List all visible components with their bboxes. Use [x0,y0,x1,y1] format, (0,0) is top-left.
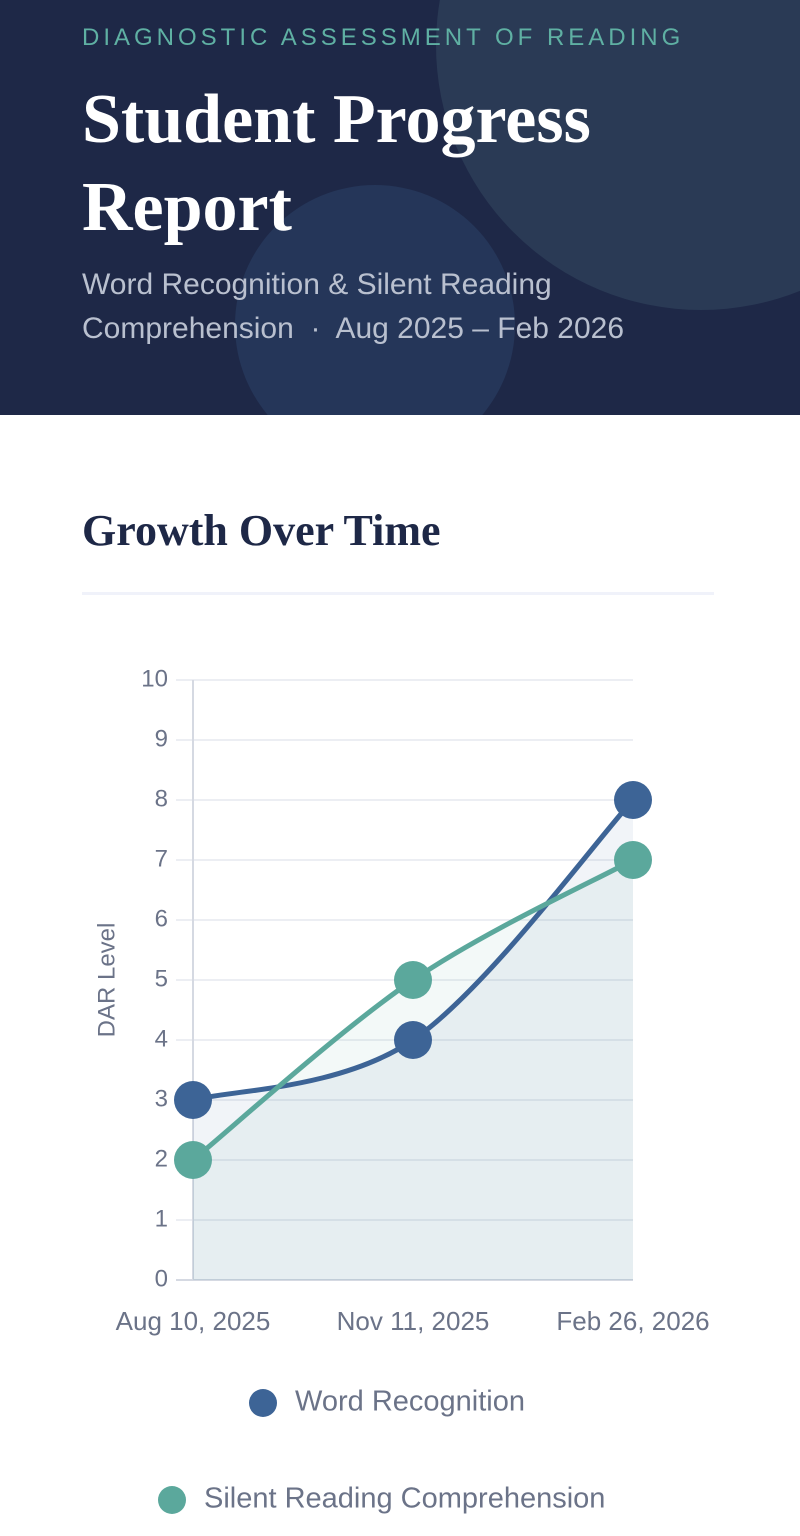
subtitle: Word Recognition & Silent Reading Compre… [82,268,625,345]
legend-label: Silent Reading Comprehension [204,1483,605,1515]
divider [82,592,714,595]
legend-label: Word Recognition [295,1386,525,1418]
data-point [174,1081,212,1119]
y-tick-label: 0 [155,1265,168,1292]
header: DIAGNOSTIC ASSESSMENT OF READING Student… [0,0,800,415]
data-point [394,1021,432,1059]
x-tick-label: Aug 10, 2025 [116,1306,271,1336]
y-tick-label: 2 [155,1145,168,1172]
y-tick-label: 7 [155,845,168,872]
y-tick-label: 1 [155,1205,168,1232]
x-tick-label: Nov 11, 2025 [337,1306,490,1336]
y-tick-label: 10 [141,665,168,692]
chart: 0 1 2 3 4 5 6 7 8 9 10 DAR Level Aug 10, 2025 Nov 11,… [93,665,709,1515]
data-point [394,961,432,999]
data-point [614,781,652,819]
y-tick-label: 5 [155,965,168,992]
legend-marker [249,1389,277,1417]
data-point [614,841,652,879]
y-tick-label: 6 [155,905,168,932]
decor-circle [235,185,515,415]
y-tick-label: 9 [155,725,168,752]
y-tick-label: 8 [155,785,168,812]
y-tick-label: 4 [155,1025,168,1052]
x-tick-label: Feb 26, 2026 [556,1306,709,1336]
data-point [174,1141,212,1179]
legend-marker [158,1486,186,1514]
section-title: Growth Over Time [82,506,441,555]
y-axis-label: DAR Level [93,923,120,1038]
page-title: Student Progress Report [82,81,591,246]
eyebrow: DIAGNOSTIC ASSESSMENT OF READING [82,24,685,51]
y-tick-label: 3 [155,1085,168,1112]
area-fill [193,860,633,1280]
